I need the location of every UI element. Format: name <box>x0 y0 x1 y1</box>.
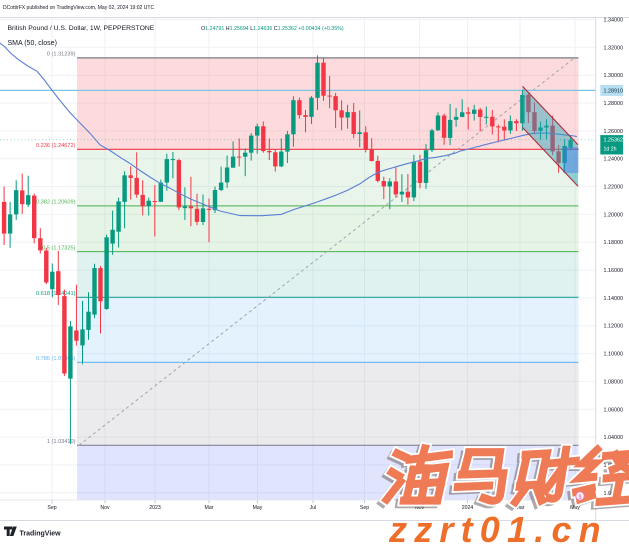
svg-text:1d 2h: 1d 2h <box>604 147 617 153</box>
svg-text:1.06000: 1.06000 <box>604 407 624 413</box>
svg-text:2024: 2024 <box>462 505 474 511</box>
svg-text:0.618 (1.14041): 0.618 (1.14041) <box>36 291 76 297</box>
svg-text:1.12000: 1.12000 <box>604 324 624 330</box>
svg-text:1.30000: 1.30000 <box>604 73 624 79</box>
svg-text:British Pound / U.S. Dollar, 1: British Pound / U.S. Dollar, 1W, PEPPERS… <box>8 25 155 32</box>
svg-text:Nov: Nov <box>100 505 110 511</box>
svg-text:1.32000: 1.32000 <box>604 45 624 51</box>
svg-text:0.5 (1.17325): 0.5 (1.17325) <box>42 245 75 251</box>
svg-text:SMA (50, close): SMA (50, close) <box>8 40 57 47</box>
svg-text:May: May <box>253 505 263 511</box>
svg-text:1 (1.03410): 1 (1.03410) <box>47 439 76 445</box>
svg-text:1.28000: 1.28000 <box>604 101 624 107</box>
svg-text:DCottirFX published on Trading: DCottirFX published on TradingView.com, … <box>3 5 154 11</box>
svg-text:Sep: Sep <box>47 505 56 511</box>
svg-text:2023: 2023 <box>149 505 161 511</box>
svg-text:0 (1.31239): 0 (1.31239) <box>47 52 76 58</box>
svg-text:1.10000: 1.10000 <box>604 352 624 358</box>
svg-text:1.34000: 1.34000 <box>604 18 624 24</box>
svg-text:Mar: Mar <box>516 505 525 511</box>
svg-text:1.24000: 1.24000 <box>604 157 624 163</box>
svg-text:1.08000: 1.08000 <box>604 379 624 385</box>
svg-text:1.18000: 1.18000 <box>604 240 624 246</box>
svg-text:1.16000: 1.16000 <box>604 268 624 274</box>
svg-text:May: May <box>570 505 580 511</box>
svg-text:0.382 (1.20609): 0.382 (1.20609) <box>36 200 76 206</box>
svg-text:1.28910: 1.28910 <box>604 88 624 94</box>
svg-text:1.26000: 1.26000 <box>604 129 624 135</box>
svg-text:0.236 (1.24672): 0.236 (1.24672) <box>36 143 76 149</box>
svg-text:zzrt01.cn: zzrt01.cn <box>388 509 608 544</box>
svg-text:O1.24791 H1.25694 L1.24636 C1.: O1.24791 H1.25694 L1.24636 C1.25362 +0.0… <box>201 26 344 32</box>
svg-text:Jul: Jul <box>310 505 317 511</box>
svg-text:1.04000: 1.04000 <box>604 435 624 441</box>
svg-text:0.786 (1.09365): 0.786 (1.09365) <box>36 356 76 362</box>
svg-text:1.25362: 1.25362 <box>604 138 624 144</box>
svg-text:1.22000: 1.22000 <box>604 185 624 191</box>
svg-text:Sep: Sep <box>360 505 369 511</box>
svg-text:1.14000: 1.14000 <box>604 296 624 302</box>
svg-text:$: $ <box>578 494 581 500</box>
svg-text:1.20000: 1.20000 <box>604 212 624 218</box>
svg-text:TradingView: TradingView <box>20 531 62 538</box>
svg-text:Mar: Mar <box>205 505 214 511</box>
